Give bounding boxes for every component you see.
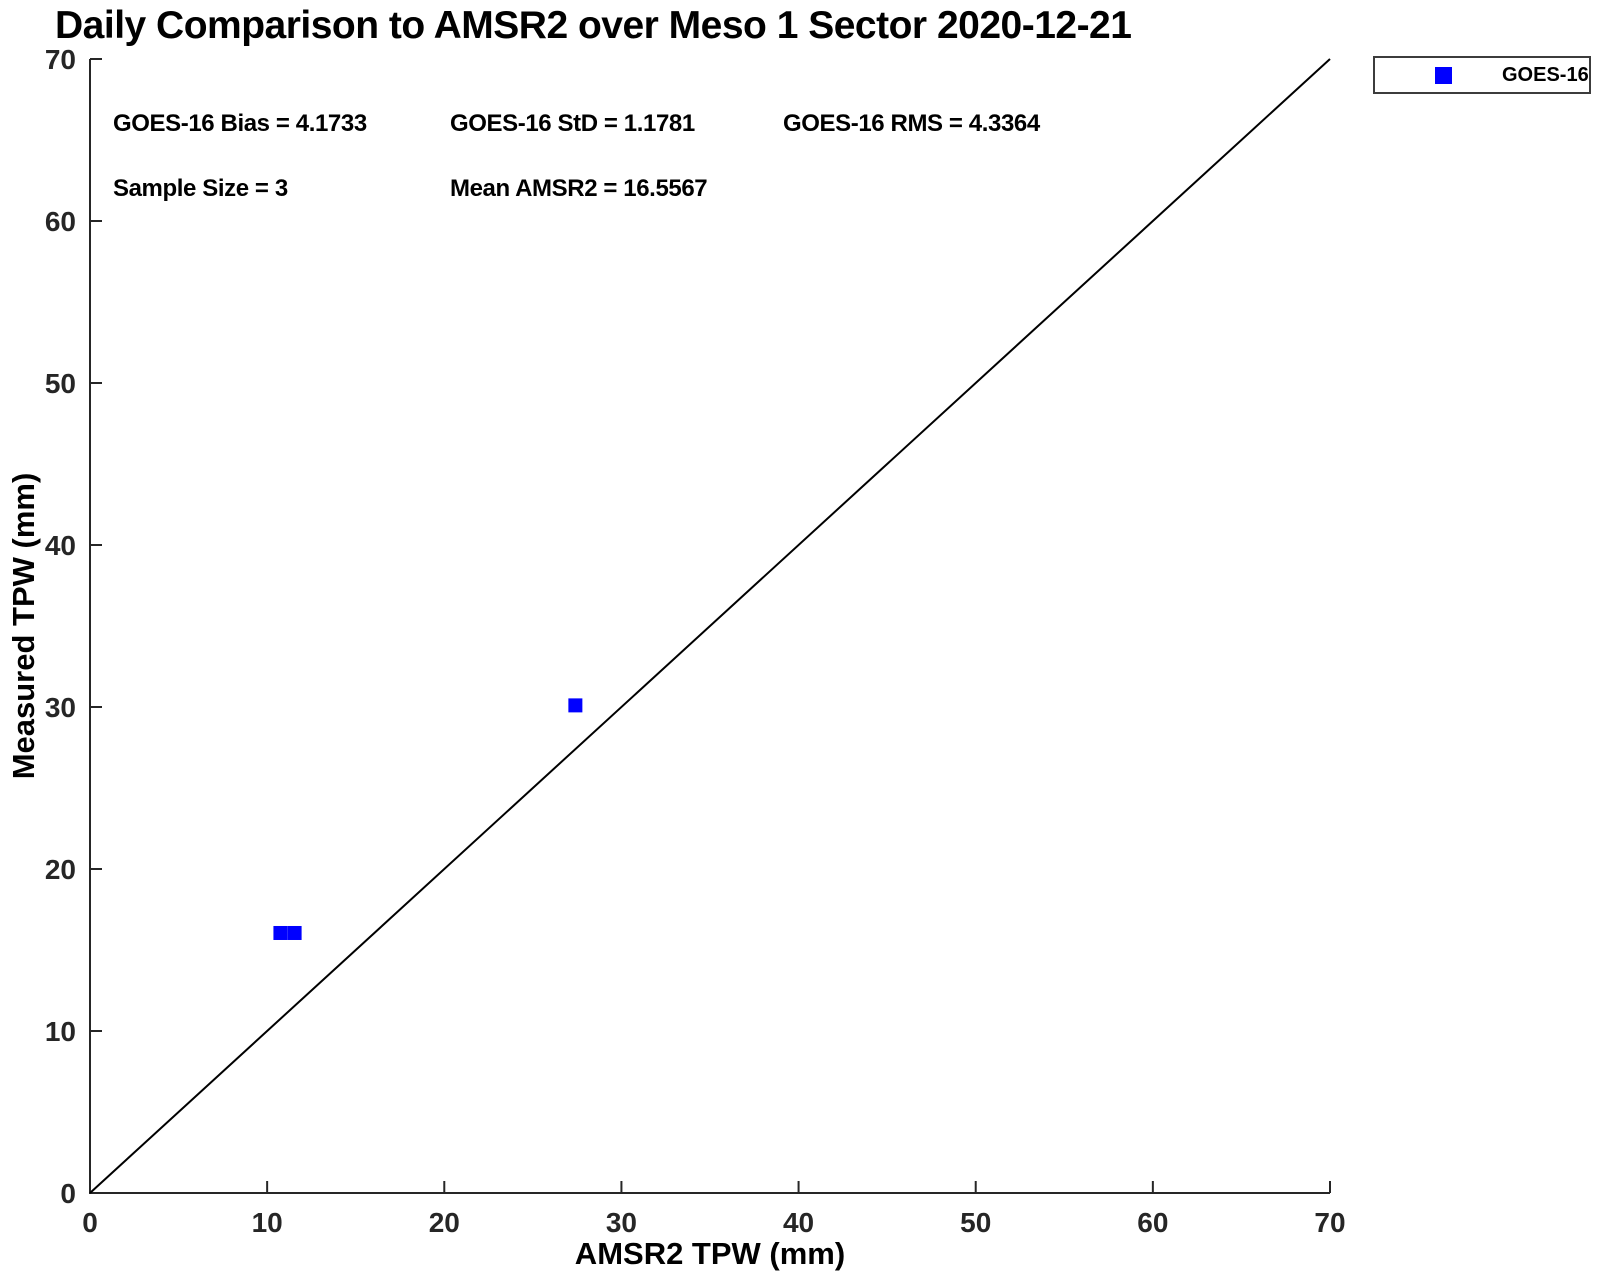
stat-rms: GOES-16 RMS = 4.3364 [783, 110, 1040, 137]
data-point [568, 698, 583, 713]
stat-mean-amsr2: Mean AMSR2 = 16.5567 [450, 175, 708, 202]
y-axis-label: Measured TPW (mm) [6, 472, 41, 780]
x-tick-label: 40 [783, 1207, 814, 1238]
chart-title: Daily Comparison to AMSR2 over Meso 1 Se… [55, 4, 1132, 47]
stat-sample-size: Sample Size = 3 [113, 175, 288, 202]
y-tick-label: 30 [45, 692, 76, 723]
y-tick-label: 40 [45, 530, 76, 561]
x-tick-label: 30 [606, 1207, 637, 1238]
y-tick-label: 20 [45, 854, 76, 885]
y-tick-label: 10 [45, 1016, 76, 1047]
y-tick-label: 0 [60, 1178, 76, 1209]
data-point [273, 925, 288, 940]
x-tick-label: 50 [960, 1207, 991, 1238]
x-tick-label: 10 [252, 1207, 283, 1238]
y-tick-label: 60 [45, 206, 76, 237]
stat-std: GOES-16 StD = 1.1781 [450, 110, 695, 137]
x-tick-label: 70 [1314, 1207, 1345, 1238]
x-tick-label: 0 [82, 1207, 98, 1238]
legend-marker-square-icon [1435, 66, 1452, 84]
y-tick-label: 70 [45, 44, 76, 75]
stat-bias: GOES-16 Bias = 4.1733 [113, 110, 367, 137]
legend-box: GOES-16 [1373, 56, 1591, 94]
x-axis-label: AMSR2 TPW (mm) [574, 1236, 846, 1271]
identity-line [89, 58, 1331, 1194]
x-tick-label: 20 [429, 1207, 460, 1238]
y-tick-label: 50 [45, 368, 76, 399]
x-tick-label: 60 [1137, 1207, 1168, 1238]
legend-label: GOES-16 [1502, 63, 1589, 86]
data-point [287, 925, 302, 940]
